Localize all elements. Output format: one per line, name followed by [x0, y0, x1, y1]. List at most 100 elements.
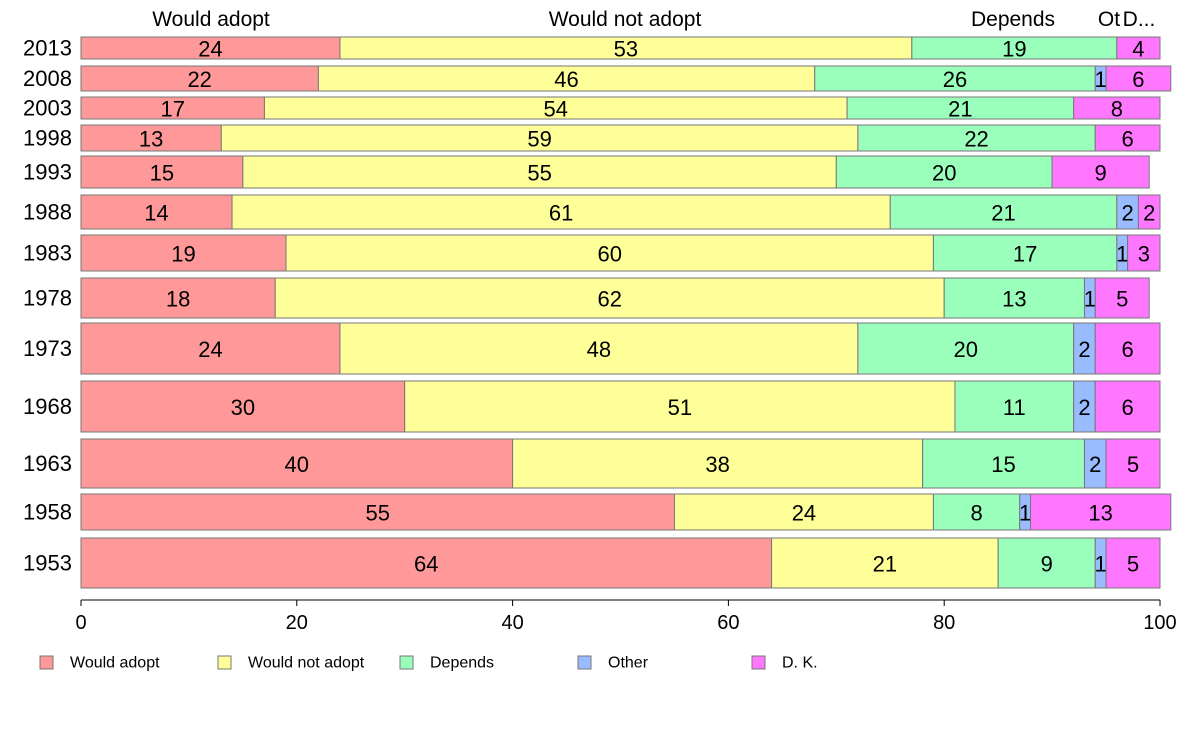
year-label: 2003 — [23, 96, 72, 121]
data-label: 15 — [150, 161, 174, 186]
data-label: 21 — [991, 201, 1015, 226]
bar-segment — [317, 65, 816, 92]
year-label: 1993 — [23, 160, 72, 185]
data-label: 20 — [954, 337, 978, 362]
x-tick-label: 40 — [501, 612, 523, 634]
bar-segment — [404, 380, 956, 433]
data-label: 53 — [614, 37, 638, 62]
year-label: 1973 — [23, 336, 72, 361]
data-label: 17 — [1013, 242, 1037, 267]
data-label: 6 — [1132, 67, 1144, 92]
data-label: 2 — [1078, 337, 1090, 362]
data-label: 5 — [1127, 552, 1139, 577]
bar-segment — [80, 155, 244, 189]
data-label: 13 — [139, 127, 163, 152]
data-label: 30 — [231, 395, 255, 420]
data-label: 22 — [187, 67, 211, 92]
data-label: 13 — [1002, 287, 1026, 312]
data-label: 11 — [1003, 395, 1026, 420]
data-label: 2 — [1089, 452, 1101, 477]
top-label: Depends — [971, 8, 1055, 31]
bar-segment — [1105, 537, 1161, 589]
year-label: 1968 — [23, 394, 72, 419]
bar-segment — [997, 537, 1096, 589]
x-tick-label: 100 — [1143, 612, 1176, 634]
data-label: 1 — [1095, 67, 1107, 92]
bar-segment — [1105, 65, 1172, 92]
bar-segment — [1051, 155, 1150, 189]
data-label: 21 — [873, 552, 897, 577]
x-tick-label: 0 — [75, 612, 86, 634]
data-label: 24 — [198, 37, 222, 62]
bar-segment — [1127, 234, 1161, 272]
data-label: 1 — [1116, 242, 1128, 267]
data-label: 8 — [970, 501, 982, 526]
bar-segment — [1073, 96, 1161, 120]
x-tick-label: 80 — [933, 612, 955, 634]
data-label: 59 — [527, 127, 551, 152]
top-label: Would adopt — [152, 8, 270, 31]
data-label: 21 — [948, 97, 972, 122]
data-label: 1 — [1095, 552, 1107, 577]
bar-segment — [814, 65, 1096, 92]
legend-swatch — [217, 655, 232, 670]
data-label: 24 — [792, 501, 816, 526]
data-label: 62 — [597, 287, 621, 312]
bar-segment — [932, 493, 1021, 531]
legend-swatch — [577, 655, 592, 670]
data-label: 8 — [1111, 97, 1123, 122]
data-label: 24 — [198, 337, 222, 362]
top-label: D... — [1123, 8, 1156, 31]
legend-swatch — [399, 655, 414, 670]
data-label: 20 — [932, 161, 956, 186]
bar-segment — [80, 234, 287, 272]
data-label: 2 — [1122, 201, 1134, 226]
year-label: 1978 — [23, 286, 72, 311]
bar-segment — [1137, 194, 1161, 230]
bar-segment — [954, 380, 1075, 433]
bar-segment — [857, 322, 1075, 375]
bar-segment — [1094, 277, 1150, 319]
bar-segment — [80, 194, 233, 230]
legend-swatch — [39, 655, 54, 670]
data-label: 54 — [544, 97, 568, 122]
bar-segment — [771, 537, 999, 589]
data-label: 55 — [527, 161, 551, 186]
data-label: 9 — [1041, 552, 1053, 577]
year-label: 1983 — [23, 241, 72, 266]
data-label: 60 — [597, 242, 621, 267]
legend-label: Other — [608, 655, 649, 672]
bar-segment — [1094, 322, 1161, 375]
data-label: 15 — [991, 452, 1015, 477]
bar-segment — [857, 124, 1096, 152]
data-label: 46 — [554, 67, 578, 92]
bar-segment — [80, 493, 675, 531]
legend-label: Would adopt — [70, 655, 160, 672]
bar-segment — [932, 234, 1118, 272]
data-label: 2 — [1078, 395, 1090, 420]
bar-segment — [339, 322, 859, 375]
legend-label: D. K. — [782, 655, 818, 672]
data-label: 2 — [1143, 201, 1155, 226]
data-label: 38 — [705, 452, 729, 477]
data-label: 55 — [365, 501, 389, 526]
legend-swatch — [751, 655, 766, 670]
data-label: 61 — [549, 201, 573, 226]
data-label: 40 — [285, 452, 309, 477]
bar-segment — [889, 194, 1118, 230]
data-label: 64 — [414, 552, 438, 577]
legend-label: Would not adopt — [248, 655, 365, 672]
bar-segment — [80, 322, 341, 375]
data-label: 26 — [943, 67, 967, 92]
bar-segment — [1030, 493, 1172, 531]
bar-segment — [1094, 380, 1161, 433]
bar-segment — [220, 124, 859, 152]
x-tick-label: 60 — [717, 612, 739, 634]
data-label: 1 — [1084, 287, 1096, 312]
year-label: 1963 — [23, 451, 72, 476]
data-label: 3 — [1138, 242, 1150, 267]
bar-segment — [1105, 438, 1161, 489]
data-label: 19 — [1002, 37, 1026, 62]
